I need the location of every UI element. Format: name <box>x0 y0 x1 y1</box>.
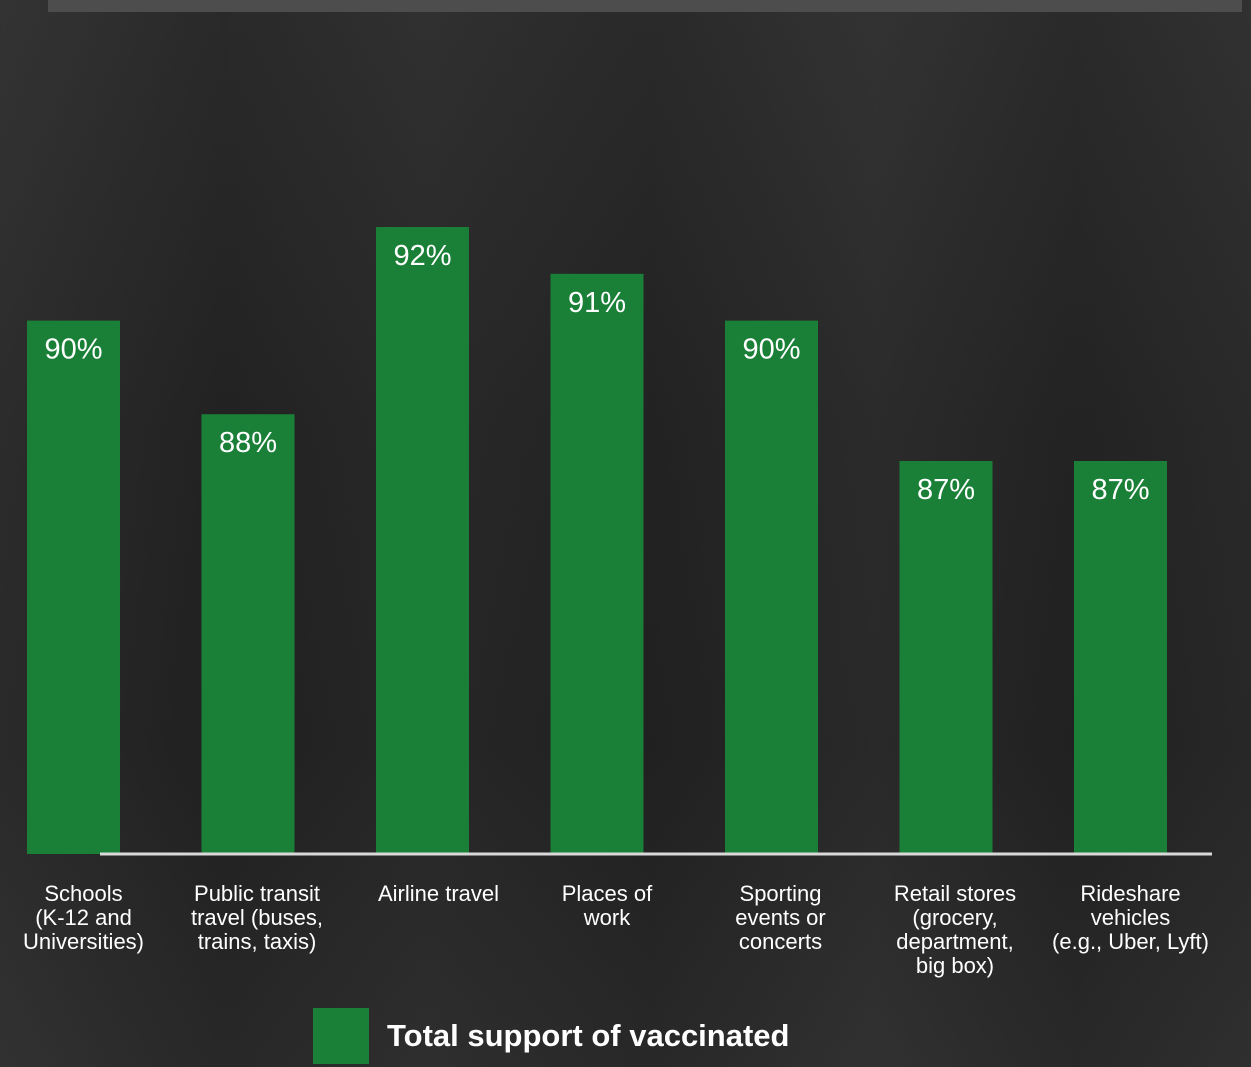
category-label-line: Universities) <box>23 929 144 954</box>
category-label-2: Public transit travel (buses, trains, taxi… <box>191 881 323 954</box>
bar-4 <box>550 273 644 854</box>
category-label-line: Public transit <box>194 881 320 906</box>
category-label-5: Sporting events or concerts <box>735 881 826 954</box>
category-label-line: Places of <box>562 881 653 906</box>
category-label-line: vehicles <box>1091 905 1170 930</box>
category-label-line: Retail stores <box>894 881 1016 906</box>
category-labels: Schools (K-12 and Universities) Public tran… <box>23 881 1209 978</box>
top-strip <box>48 0 1242 12</box>
bar-2 <box>201 414 295 854</box>
legend-swatch <box>313 1008 369 1064</box>
value-label-3: 92% <box>393 240 451 272</box>
category-label-6: Retail stores (grocery, department, big box… <box>894 881 1016 978</box>
category-label-line: big box) <box>916 953 994 978</box>
category-label-line: (grocery, <box>912 905 997 930</box>
category-label-line: trains, taxis) <box>198 929 317 954</box>
value-label-1: 90% <box>44 334 102 366</box>
category-label-line: concerts <box>739 929 822 954</box>
value-labels: 90% 88% 92% 91% 90% 87% 87% <box>44 240 1149 506</box>
bar-3 <box>376 227 469 854</box>
category-label-3: Airline travel <box>378 881 499 906</box>
category-label-1: Schools (K-12 and Universities) <box>23 881 144 954</box>
value-label-5: 90% <box>742 334 800 366</box>
category-label-line: Airline travel <box>378 881 499 906</box>
category-label-line: Sporting <box>740 881 822 906</box>
category-label-line: Rideshare <box>1080 881 1180 906</box>
category-label-4: Places of work <box>562 881 653 930</box>
value-label-7: 87% <box>1091 474 1149 506</box>
category-label-7: Rideshare vehicles (e.g., Uber, Lyft) <box>1052 881 1209 954</box>
legend: Total support of vaccinated <box>313 1008 789 1064</box>
bar-7 <box>1074 461 1167 854</box>
bar-6 <box>899 461 993 854</box>
bars <box>27 227 1167 855</box>
category-label-line: (K-12 and <box>35 905 132 930</box>
category-label-line: work <box>583 905 631 930</box>
legend-label: Total support of vaccinated <box>387 1018 790 1053</box>
bar-chart: 90% 88% 92% 91% 90% 87% 87% Schools (K-12 and Un… <box>23 227 1212 978</box>
category-label-line: Schools <box>44 881 122 906</box>
value-label-2: 88% <box>219 427 277 459</box>
value-label-4: 91% <box>568 287 626 319</box>
bar-1 <box>27 320 120 855</box>
value-label-6: 87% <box>917 474 975 506</box>
category-label-line: events or <box>735 905 826 930</box>
category-label-line: department, <box>896 929 1013 954</box>
category-label-line: (e.g., Uber, Lyft) <box>1052 929 1209 954</box>
bar-5 <box>725 320 818 855</box>
category-label-line: travel (buses, <box>191 905 323 930</box>
